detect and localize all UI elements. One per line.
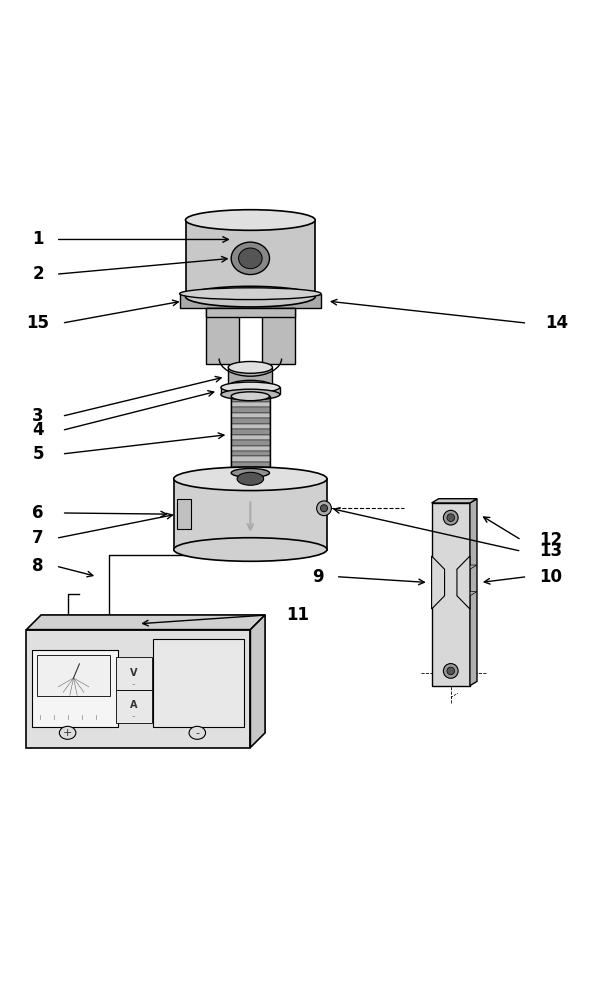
Text: 8: 8 bbox=[32, 557, 44, 575]
FancyBboxPatch shape bbox=[231, 456, 270, 462]
Ellipse shape bbox=[317, 501, 331, 516]
Text: ..: .. bbox=[131, 680, 136, 686]
Polygon shape bbox=[174, 479, 327, 550]
FancyBboxPatch shape bbox=[231, 451, 270, 456]
FancyBboxPatch shape bbox=[231, 462, 270, 467]
Text: V: V bbox=[130, 668, 137, 678]
Polygon shape bbox=[431, 556, 444, 609]
Ellipse shape bbox=[443, 510, 458, 525]
Polygon shape bbox=[26, 615, 265, 630]
FancyBboxPatch shape bbox=[116, 657, 152, 690]
Text: 15: 15 bbox=[27, 314, 49, 332]
FancyBboxPatch shape bbox=[231, 429, 270, 435]
FancyBboxPatch shape bbox=[231, 424, 270, 429]
Text: 3: 3 bbox=[32, 407, 44, 425]
Ellipse shape bbox=[443, 664, 458, 678]
Text: A: A bbox=[130, 700, 137, 710]
Text: 10: 10 bbox=[540, 568, 562, 586]
FancyBboxPatch shape bbox=[262, 308, 295, 364]
Polygon shape bbox=[431, 503, 470, 686]
Text: -: - bbox=[195, 728, 199, 738]
Ellipse shape bbox=[447, 667, 455, 675]
Ellipse shape bbox=[231, 392, 270, 401]
Text: 14: 14 bbox=[545, 314, 568, 332]
FancyBboxPatch shape bbox=[32, 650, 118, 727]
Ellipse shape bbox=[174, 467, 327, 491]
FancyBboxPatch shape bbox=[37, 655, 110, 696]
Ellipse shape bbox=[231, 242, 270, 275]
Ellipse shape bbox=[60, 726, 76, 739]
Text: 1: 1 bbox=[32, 230, 44, 248]
Text: 6: 6 bbox=[32, 504, 44, 522]
Ellipse shape bbox=[186, 210, 315, 230]
Ellipse shape bbox=[447, 514, 455, 522]
FancyBboxPatch shape bbox=[231, 467, 270, 473]
Ellipse shape bbox=[231, 468, 270, 477]
FancyBboxPatch shape bbox=[116, 690, 152, 723]
Text: 7: 7 bbox=[32, 529, 44, 547]
Text: 12: 12 bbox=[540, 531, 562, 549]
Polygon shape bbox=[470, 499, 477, 686]
Text: 4: 4 bbox=[32, 421, 44, 439]
Ellipse shape bbox=[321, 505, 328, 512]
FancyBboxPatch shape bbox=[231, 440, 270, 446]
Text: 9: 9 bbox=[312, 568, 324, 586]
Ellipse shape bbox=[228, 361, 273, 373]
Text: 11: 11 bbox=[286, 606, 309, 624]
Ellipse shape bbox=[228, 380, 273, 392]
FancyBboxPatch shape bbox=[177, 499, 192, 529]
Text: +: + bbox=[63, 728, 73, 738]
Polygon shape bbox=[221, 387, 280, 394]
Ellipse shape bbox=[180, 288, 321, 300]
Ellipse shape bbox=[189, 726, 205, 739]
FancyBboxPatch shape bbox=[206, 308, 295, 317]
Text: 5: 5 bbox=[32, 445, 44, 463]
FancyBboxPatch shape bbox=[26, 630, 250, 748]
FancyBboxPatch shape bbox=[231, 402, 270, 407]
FancyBboxPatch shape bbox=[231, 407, 270, 413]
FancyBboxPatch shape bbox=[231, 446, 270, 451]
Text: ..: .. bbox=[131, 712, 136, 718]
Polygon shape bbox=[431, 499, 477, 503]
Polygon shape bbox=[457, 556, 470, 609]
FancyBboxPatch shape bbox=[231, 413, 270, 418]
Text: 13: 13 bbox=[540, 542, 562, 560]
FancyBboxPatch shape bbox=[231, 435, 270, 440]
FancyBboxPatch shape bbox=[206, 308, 239, 364]
Ellipse shape bbox=[174, 538, 327, 561]
Ellipse shape bbox=[237, 472, 264, 485]
Polygon shape bbox=[228, 367, 273, 386]
FancyBboxPatch shape bbox=[231, 396, 270, 402]
Polygon shape bbox=[457, 592, 477, 596]
Ellipse shape bbox=[186, 286, 315, 307]
Ellipse shape bbox=[221, 382, 280, 393]
Ellipse shape bbox=[221, 389, 280, 400]
FancyBboxPatch shape bbox=[153, 639, 245, 727]
Polygon shape bbox=[457, 565, 477, 569]
Ellipse shape bbox=[239, 248, 262, 269]
Text: 2: 2 bbox=[32, 265, 44, 283]
FancyBboxPatch shape bbox=[231, 418, 270, 424]
Polygon shape bbox=[186, 220, 315, 297]
Polygon shape bbox=[250, 615, 265, 748]
FancyBboxPatch shape bbox=[180, 294, 321, 308]
